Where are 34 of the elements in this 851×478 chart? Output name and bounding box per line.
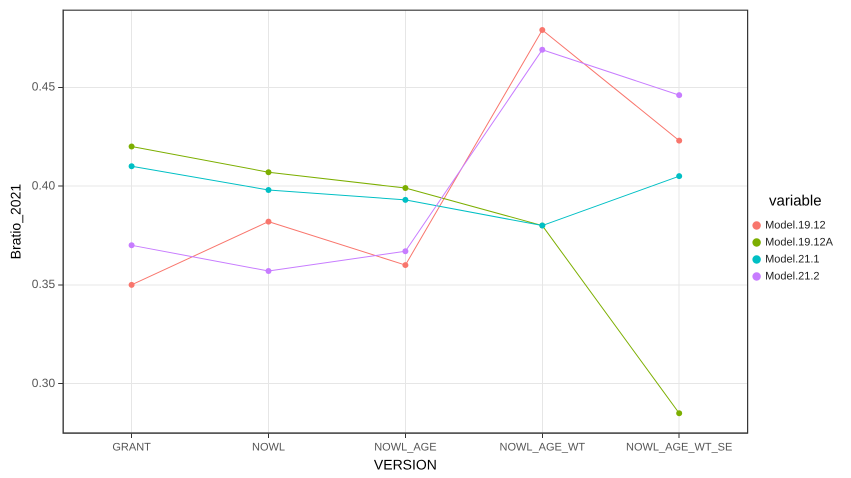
- point: [128, 282, 135, 288]
- x-tick-label: NOWL_AGE: [374, 442, 437, 454]
- legend-title: variable: [769, 192, 822, 210]
- point: [676, 138, 682, 144]
- point: [402, 185, 408, 192]
- point: [402, 196, 408, 203]
- legend-label: Model.19.12A: [765, 236, 834, 249]
- point: [402, 262, 408, 268]
- legend-label: Model.21.2: [765, 270, 820, 283]
- point: [676, 173, 682, 180]
- y-tick-label: 0.45: [32, 80, 56, 94]
- legend-label: Model.21.1: [765, 254, 820, 266]
- legend-label: Model.19.12: [765, 220, 826, 232]
- x-tick-label: NOWL: [252, 442, 285, 454]
- point: [265, 268, 272, 274]
- point: [128, 144, 135, 150]
- point: [676, 410, 682, 416]
- x-tick-label: NOWL_AGE_WT_SE: [626, 442, 732, 454]
- x-tick-label: GRANT: [112, 442, 152, 454]
- y-tick-label: 0.35: [32, 277, 56, 292]
- point: [128, 163, 135, 170]
- y-tick-label: 0.30: [32, 376, 56, 390]
- point: [402, 248, 408, 254]
- x-axis-title: VERSION: [374, 456, 437, 472]
- y-axis-title: Bratio_2021: [7, 184, 24, 260]
- point: [265, 186, 272, 193]
- point: [539, 46, 546, 53]
- point: [265, 169, 272, 176]
- point: [539, 26, 546, 33]
- y-tick-label: 0.40: [32, 178, 56, 192]
- point: [265, 218, 272, 225]
- point: [128, 242, 135, 248]
- point: [676, 92, 682, 98]
- x-tick-label: NOWL_AGE_WT: [499, 442, 586, 454]
